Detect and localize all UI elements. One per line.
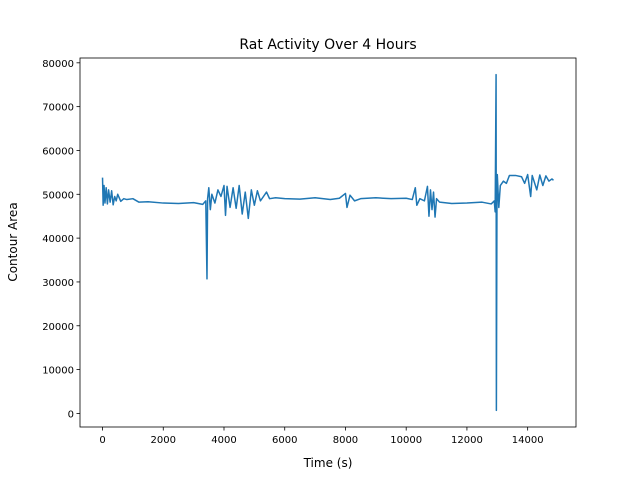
- x-tick-label: 10000: [390, 435, 422, 446]
- y-tick-label: 30000: [42, 278, 74, 289]
- x-tick-label: 12000: [451, 435, 483, 446]
- y-tick-label: 0: [68, 409, 74, 420]
- y-tick-label: 60000: [42, 146, 74, 157]
- y-tick-label: 50000: [42, 190, 74, 201]
- y-tick-label: 80000: [42, 59, 74, 70]
- data-line: [101, 73, 554, 412]
- x-tick-label: 14000: [512, 435, 544, 446]
- y-tick-label: 10000: [42, 366, 74, 377]
- plot-frame: [79, 57, 577, 428]
- y-tick-label: 40000: [42, 234, 74, 245]
- x-tick-label: 8000: [333, 435, 358, 446]
- y-axis-label: Contour Area: [6, 202, 20, 281]
- x-tick-label: 4000: [211, 435, 236, 446]
- y-tick-label: 20000: [42, 322, 74, 333]
- x-tick-label: 2000: [151, 435, 176, 446]
- x-tick-label: 0: [99, 435, 105, 446]
- x-tick-label: 6000: [272, 435, 297, 446]
- x-axis-label: Time (s): [303, 456, 353, 470]
- y-tick-label: 70000: [42, 103, 74, 114]
- chart-title: Rat Activity Over 4 Hours: [239, 37, 416, 53]
